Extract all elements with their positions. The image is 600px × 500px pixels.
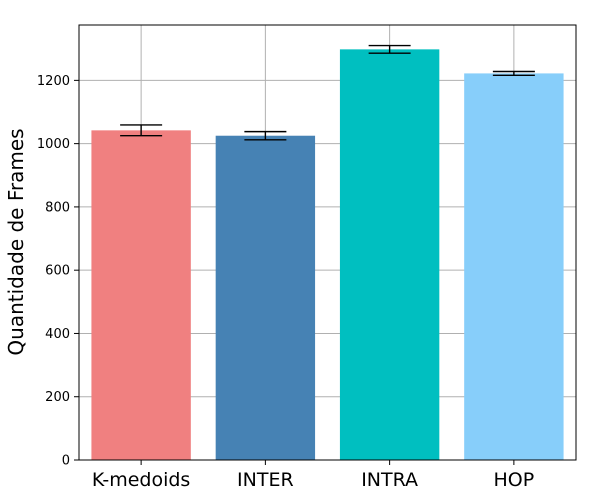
x-tick-label: HOP	[494, 469, 535, 491]
y-tick-label: 1200	[37, 74, 70, 89]
bar-inter	[215, 135, 316, 460]
x-axis: K-medoids INTER INTRA HOP	[92, 460, 534, 491]
x-tick-label: INTRA	[361, 469, 418, 491]
y-tick-label: 400	[45, 327, 70, 342]
bar-hop	[464, 73, 564, 461]
bar-intra	[339, 49, 440, 461]
plot-frame	[78, 24, 577, 461]
y-tick-label: 800	[45, 200, 70, 215]
y-axis: 0 200 400 600 800 1000 1200	[37, 74, 79, 469]
bars	[91, 49, 564, 461]
bar-k-medoids	[91, 130, 191, 460]
y-tick-label: 600	[45, 264, 70, 279]
y-axis-title: Quantidade de Frames	[4, 128, 28, 355]
x-tick-label: K-medoids	[92, 469, 190, 491]
y-tick-label: 0	[62, 454, 70, 469]
x-tick-label: INTER	[237, 469, 294, 491]
y-tick-label: 1000	[37, 137, 70, 152]
error-bars	[120, 44, 535, 141]
y-tick-label: 200	[45, 390, 70, 405]
